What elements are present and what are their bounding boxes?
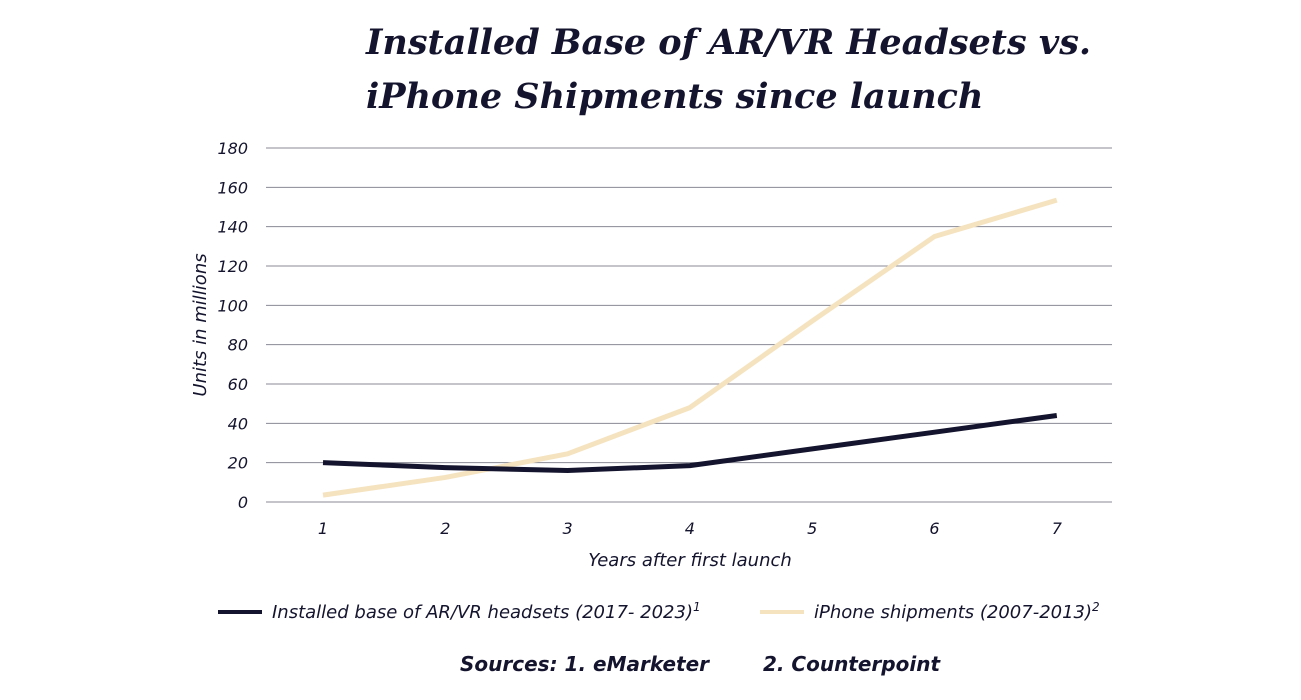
- y-axis-ticks: 0 20 40 60 80 100 120 140 160 180: [217, 139, 248, 512]
- y-tick-label: 20: [228, 454, 248, 473]
- y-tick-label: 180: [217, 139, 248, 158]
- chart-title-line-2: iPhone Shipments since launch: [366, 76, 984, 117]
- grid-lines: [266, 147, 1112, 503]
- line-chart: 0 20 40 60 80 100 120 140 160 180 1 2 3 4 5 6 7 Years a…: [190, 139, 1112, 571]
- series-lines: [322, 197, 1058, 498]
- legend-item-arvr: Installed base of AR/VR headsets (2017- …: [218, 600, 701, 623]
- sources-note: Sources: 1. eMarketer 2. Counterpoint: [460, 652, 940, 676]
- legend-swatch-arvr: [218, 609, 262, 614]
- y-tick-label: 40: [228, 414, 248, 433]
- y-tick-label: 100: [217, 296, 248, 315]
- y-tick-label: 0: [238, 493, 248, 512]
- y-tick-label: 60: [228, 375, 248, 394]
- y-axis-label: Units in millions: [190, 253, 211, 396]
- sources-label: Sources:: [460, 652, 558, 676]
- x-tick-label: 6: [929, 519, 939, 538]
- y-tick-label: 120: [217, 257, 248, 276]
- source-2: 2. Counterpoint: [762, 652, 941, 676]
- y-tick-label: 80: [228, 336, 248, 355]
- source-1: 1. eMarketer: [564, 652, 709, 676]
- y-tick-label: 140: [217, 218, 248, 237]
- chart-title: Installed Base of AR/VR Headsets vs. iPh…: [366, 16, 1266, 124]
- x-tick-label: 4: [685, 519, 695, 538]
- x-tick-label: 3: [563, 519, 573, 538]
- x-tick-label: 1: [318, 519, 328, 538]
- legend-label-iphone: iPhone shipments (2007-2013)2: [814, 600, 1100, 623]
- series-line-iphone: [322, 197, 1058, 498]
- legend-swatch-iphone: [760, 609, 804, 614]
- y-tick-label: 160: [217, 178, 248, 197]
- legend-item-iphone: iPhone shipments (2007-2013)2: [760, 600, 1100, 623]
- legend-label-arvr: Installed base of AR/VR headsets (2017- …: [272, 600, 701, 623]
- x-tick-label: 7: [1052, 519, 1063, 538]
- x-tick-label: 5: [807, 519, 817, 538]
- x-axis-label: Years after first launch: [588, 550, 792, 571]
- chart-title-line-1: Installed Base of AR/VR Headsets vs.: [366, 22, 1092, 63]
- legend: Installed base of AR/VR headsets (2017- …: [0, 600, 1301, 632]
- series-line-arvr: [322, 412, 1058, 474]
- x-tick-label: 2: [440, 519, 450, 538]
- x-axis-ticks: 1 2 3 4 5 6 7: [318, 519, 1063, 538]
